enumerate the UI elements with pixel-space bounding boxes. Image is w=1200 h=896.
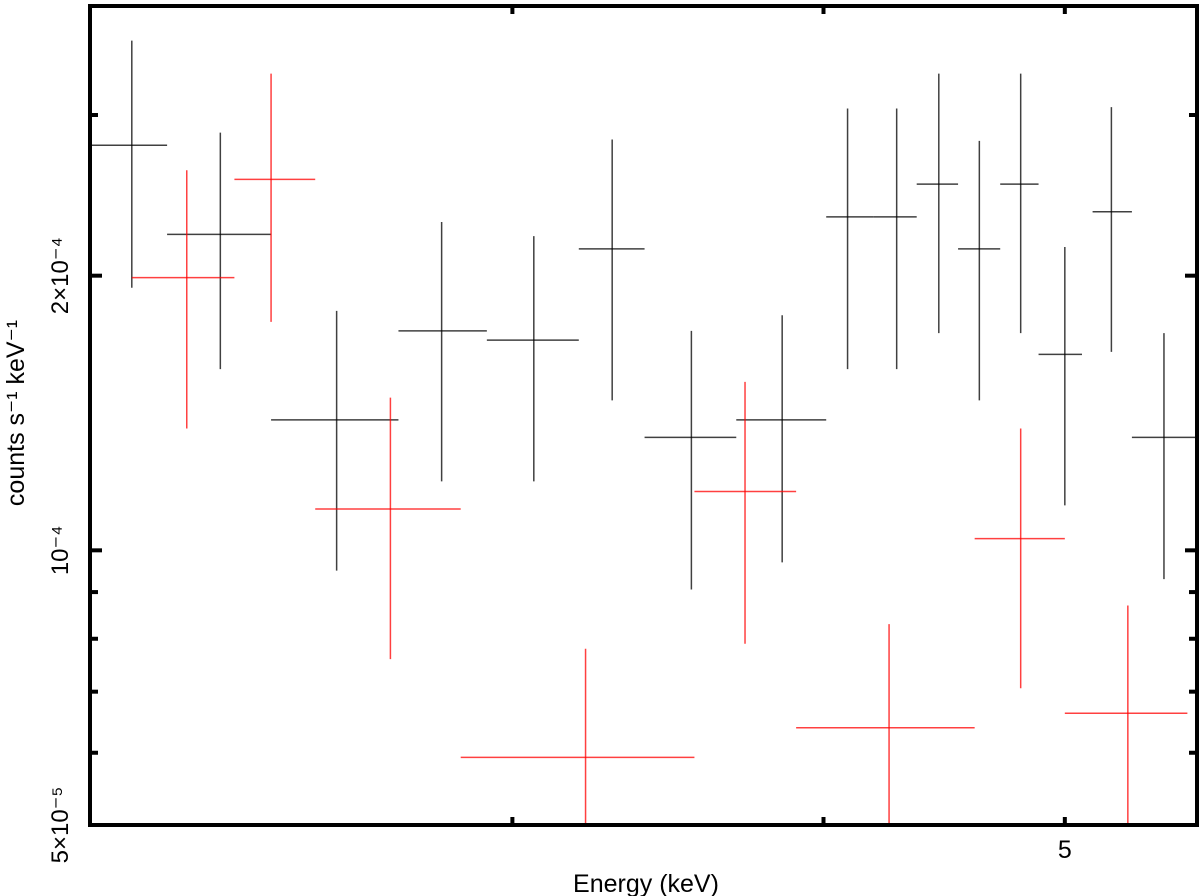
data-point <box>398 222 487 482</box>
data-point <box>578 139 645 401</box>
y-axis-label: counts s⁻¹ keV⁻¹ <box>2 320 30 506</box>
series-2 <box>131 73 1188 825</box>
x-tick-labels: 5 <box>1058 836 1072 864</box>
data-point <box>1038 247 1082 506</box>
data-point <box>131 170 235 429</box>
data-point <box>974 428 1065 689</box>
plot-frame <box>88 4 1199 827</box>
data-series-layer <box>90 40 1197 825</box>
data-point <box>1092 107 1132 352</box>
data-point <box>234 73 316 322</box>
data-point <box>694 381 797 644</box>
y-tick-label: 5×10⁻⁵ <box>47 787 74 864</box>
y-tick-label: 2×10⁻⁴ <box>47 237 74 314</box>
data-point <box>486 236 579 482</box>
data-point <box>167 132 272 370</box>
series-1 <box>90 40 1197 590</box>
data-point <box>958 140 1001 401</box>
data-point <box>796 624 975 825</box>
data-point <box>644 330 737 590</box>
axis-ticks <box>90 6 1197 827</box>
data-point <box>315 397 461 660</box>
data-point <box>460 648 695 825</box>
data-point <box>90 40 168 288</box>
data-point <box>271 310 399 571</box>
data-point <box>873 108 917 370</box>
data-point <box>736 315 827 563</box>
y-tick-labels: 5×10⁻⁵ 10⁻⁴ 2×10⁻⁴ <box>47 237 74 863</box>
data-point <box>1000 73 1039 334</box>
data-point <box>1131 333 1197 580</box>
x-tick-label: 5 <box>1058 836 1072 864</box>
data-point <box>826 108 874 370</box>
data-point <box>1064 605 1188 825</box>
y-tick-label: 10⁻⁴ <box>47 525 74 575</box>
x-axis-label: Energy (keV) <box>573 870 719 896</box>
data-point <box>916 73 959 334</box>
